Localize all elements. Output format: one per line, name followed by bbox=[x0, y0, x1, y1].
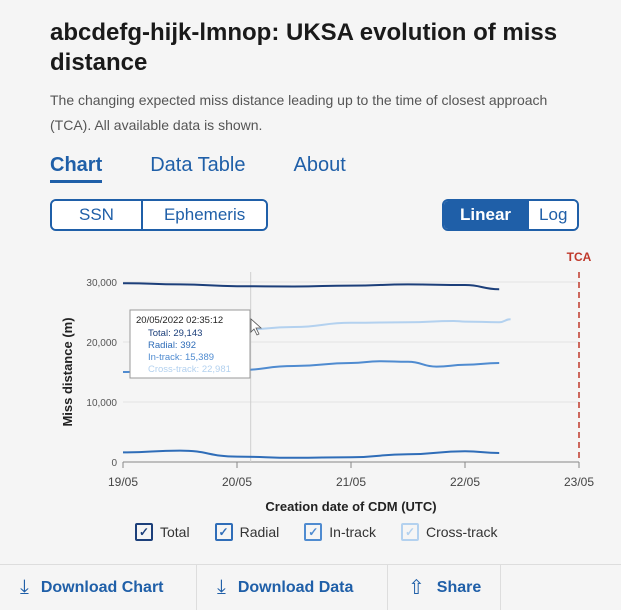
series-line-cross-track bbox=[236, 318, 511, 331]
legend-item-in-track[interactable]: ✓ In-track bbox=[304, 523, 376, 541]
share-button[interactable]: ⇧ Share bbox=[388, 565, 501, 610]
cursor-icon bbox=[250, 318, 263, 336]
checkbox-icon: ✓ bbox=[304, 523, 323, 541]
checkbox-icon: ✓ bbox=[135, 523, 153, 541]
chart-legend: ✓ Total ✓ Radial ✓ In-track ✓ Cross-track bbox=[135, 523, 498, 541]
x-tick-label: 21/05 bbox=[336, 475, 366, 489]
x-tick-label: 20/05 bbox=[222, 475, 252, 489]
y-tick-label: 20,000 bbox=[86, 338, 117, 349]
tooltip-row: Total: 29,143 bbox=[148, 328, 202, 339]
checkbox-icon: ✓ bbox=[214, 523, 233, 541]
x-tick-label: 19/05 bbox=[108, 475, 138, 489]
source-toggle: SSN Ephemeris bbox=[50, 199, 269, 231]
tab-chart[interactable]: Chart bbox=[50, 154, 103, 183]
y-axis-label: Miss distance (m) bbox=[60, 317, 75, 426]
ssn-option[interactable]: SSN bbox=[52, 201, 141, 229]
ephemeris-option[interactable]: Ephemeris bbox=[140, 201, 267, 229]
tca-label: TCA bbox=[567, 250, 592, 264]
x-axis-label: Creation date of CDM (UTC) bbox=[265, 499, 436, 514]
miss-distance-chart: 0 10,000 20,000 30,000 19/05 20/05 21/05 22/05 2… bbox=[60, 250, 594, 514]
page-title: abcdefg-hijk-lmnop: UKSA evolution of mi… bbox=[50, 19, 558, 76]
series-line-radial bbox=[122, 449, 500, 459]
legend-item-radial[interactable]: ✓ Radial bbox=[214, 523, 279, 541]
footer-actions: ⤓ Download Chart ⤓ Download Data ⇧ Share bbox=[0, 564, 621, 610]
share-icon: ⇧ bbox=[408, 577, 425, 599]
page-subtitle: The changing expected miss distance lead… bbox=[50, 92, 548, 133]
y-tick-label: 0 bbox=[111, 458, 117, 469]
tooltip-box bbox=[129, 309, 251, 379]
tooltip-row: In-track: 15,389 bbox=[148, 352, 214, 363]
linear-option[interactable]: Linear bbox=[444, 201, 528, 229]
tooltip-date: 20/05/2022 02:35:12 bbox=[136, 315, 223, 326]
download-chart-button[interactable]: ⤓ Download Chart bbox=[0, 565, 197, 610]
x-tick-label: 23/05 bbox=[564, 475, 594, 489]
tab-bar: Chart Data Table About bbox=[50, 154, 346, 183]
y-tick-label: 30,000 bbox=[86, 278, 117, 289]
download-data-button[interactable]: ⤓ Download Data bbox=[197, 565, 388, 610]
tab-data-table[interactable]: Data Table bbox=[150, 154, 246, 176]
tab-about[interactable]: About bbox=[293, 154, 346, 176]
scale-toggle: Linear Log bbox=[442, 199, 580, 231]
download-icon: ⤓ bbox=[217, 576, 226, 598]
y-tick-label: 10,000 bbox=[86, 398, 117, 409]
log-option[interactable]: Log bbox=[527, 201, 578, 229]
download-icon: ⤓ bbox=[20, 576, 29, 598]
legend-item-cross-track[interactable]: ✓ Cross-track bbox=[400, 523, 498, 541]
series-line-total bbox=[122, 282, 500, 291]
legend-item-total[interactable]: ✓ Total bbox=[135, 523, 190, 541]
tooltip-row: Radial: 392 bbox=[148, 340, 196, 351]
checkbox-icon: ✓ bbox=[400, 523, 419, 541]
x-tick-label: 22/05 bbox=[450, 475, 480, 489]
tooltip-row: Cross-track: 22,981 bbox=[148, 364, 231, 375]
